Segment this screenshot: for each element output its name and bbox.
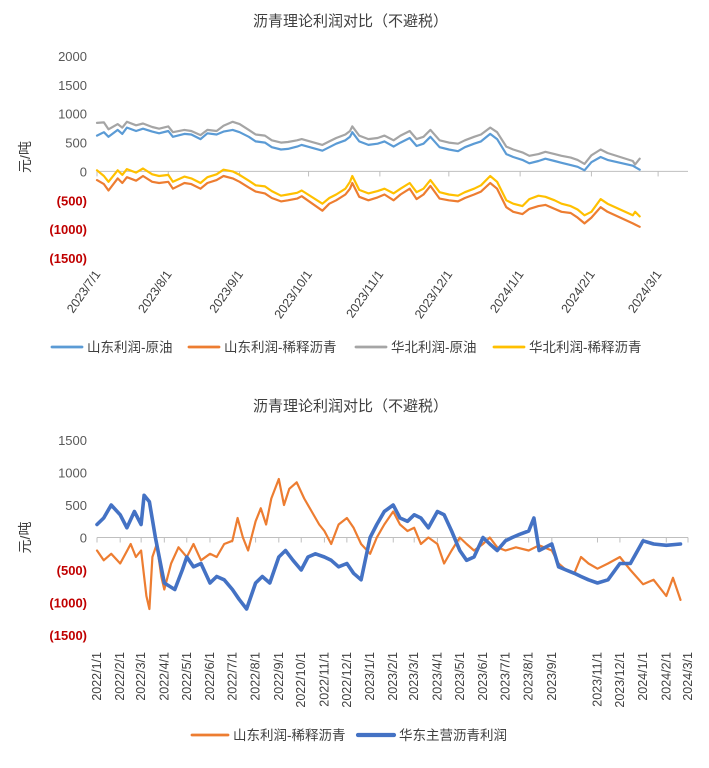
y-tick-label: 500: [65, 498, 87, 513]
x-tick-label: 2022/8/1: [249, 652, 263, 701]
x-tick-label: 2024/2/1: [659, 652, 673, 701]
legend-label: 山东利润-稀释沥青: [224, 340, 337, 355]
legend-label: 山东利润-原油: [87, 340, 173, 355]
legend-label: 华东主营沥青利润: [399, 728, 507, 743]
y-tick-label: (1500): [49, 251, 87, 266]
y-tick-label: 0: [80, 531, 87, 546]
y-axis-label: 元/吨: [17, 141, 33, 173]
chart-title: 沥青理论利润对比（不避税）: [253, 398, 448, 415]
series-line: [95, 493, 683, 611]
x-tick-label: 2022/3/1: [134, 652, 148, 701]
chart-title: 沥青理论利润对比（不避税）: [253, 13, 448, 30]
series-line: [95, 167, 641, 218]
y-tick-label: (500): [57, 563, 87, 578]
legend-label: 华北利润-稀释沥青: [529, 340, 642, 355]
x-tick-label: 2022/5/1: [180, 652, 194, 701]
x-tick-label: 2022/6/1: [203, 652, 217, 701]
y-tick-label: 1000: [58, 107, 87, 122]
x-tick-label: 2022/4/1: [157, 652, 171, 701]
legend-label: 华北利润-原油: [391, 340, 477, 355]
x-tick-label: 2023/11/1: [590, 652, 604, 707]
y-tick-label: 0: [80, 164, 87, 179]
x-tick-label: 2024/3/1: [681, 652, 695, 701]
series-line: [95, 174, 641, 228]
legend-label: 山东利润-稀释沥青: [233, 728, 346, 743]
y-tick-label: 1000: [58, 466, 87, 481]
x-tick-label: 2023/3/1: [407, 652, 421, 701]
x-tick-label: 2022/9/1: [272, 652, 286, 701]
x-tick-label: 2023/2/1: [386, 652, 400, 701]
x-tick-label: 2022/12/1: [340, 652, 354, 708]
x-tick-label: 2023/8/1: [522, 652, 536, 701]
y-tick-label: 2000: [58, 49, 87, 64]
chart-2: 沥青理论利润对比（不避税） 元/吨 1500 1000 500 0 (500) (1000) (…: [17, 398, 695, 743]
y-tick-label: 500: [65, 136, 87, 151]
x-tick-label: 2023/1/1: [363, 652, 377, 701]
x-tick-label: 2022/7/1: [225, 652, 239, 701]
y-tick-label: (1000): [49, 596, 87, 611]
x-tick-label: 2023/12/1: [613, 652, 627, 708]
y-tick-label: (1000): [49, 222, 87, 237]
y-tick-label: (1500): [49, 628, 87, 643]
y-tick-label: 1500: [58, 433, 87, 448]
y-axis-label: 元/吨: [17, 522, 33, 554]
series-line: [95, 126, 641, 172]
x-tick-label: 2023/7/1: [498, 652, 512, 701]
x-tick-label: 2022/11/1: [317, 652, 331, 707]
x-tick-label: 2023/9/1: [545, 652, 559, 701]
series-line: [95, 120, 641, 166]
x-tick-label: 2023/6/1: [476, 652, 490, 701]
x-tick-label: 2023/5/1: [453, 652, 467, 701]
y-tick-label: 1500: [58, 78, 87, 93]
x-tick-label: 2023/4/1: [430, 652, 444, 701]
x-tick-label: 2022/10/1: [294, 652, 308, 708]
x-tick-label: 2024/1/1: [636, 652, 650, 701]
y-tick-label: (500): [57, 193, 87, 208]
x-tick-label: 2022/2/1: [113, 652, 127, 701]
x-tick-label: 2022/1/1: [90, 652, 104, 701]
